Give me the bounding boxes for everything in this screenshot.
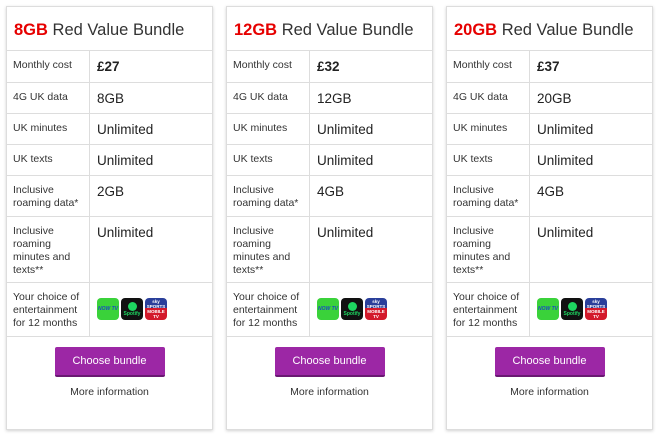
spec-value: 2GB: [97, 184, 125, 199]
spotify-logo[interactable]: Spotify: [341, 298, 363, 320]
spec-value: 20GB: [537, 91, 572, 106]
choose-bundle-button[interactable]: Choose bundle: [494, 347, 605, 377]
bundle-name: Red Value Bundle: [501, 21, 634, 39]
sky-sports-logo[interactable]: sky SPORTS MOBILE TV: [585, 298, 607, 320]
spec-row: Inclusive roaming minutes and texts** Unl…: [227, 217, 432, 283]
entertainment-logos: NOW TV Spotify sky SPORTS MOBILE TV: [97, 291, 212, 320]
bundle-card-8gb: 8GB Red Value Bundle Monthly cost £27 4G …: [6, 6, 213, 430]
spec-row: Inclusive roaming minutes and texts** Unl…: [447, 217, 652, 283]
bundle-size: 20GB: [454, 21, 498, 39]
more-information-link[interactable]: More information: [70, 386, 149, 398]
spec-value: £37: [537, 59, 560, 74]
spec-row: Inclusive roaming data* 4GB: [447, 176, 652, 217]
spec-value: 4GB: [317, 184, 345, 199]
spec-label: UK minutes: [227, 114, 310, 144]
spec-label: Inclusive roaming minutes and texts**: [227, 217, 310, 282]
spec-label: Your choice of entertainment for 12 mont…: [7, 283, 90, 336]
spec-row: Your choice of entertainment for 12 mont…: [227, 283, 432, 337]
choose-bundle-button[interactable]: Choose bundle: [54, 347, 165, 377]
spec-label: Inclusive roaming minutes and texts**: [7, 217, 90, 282]
spec-label: Your choice of entertainment for 12 mont…: [227, 283, 310, 336]
more-information-link[interactable]: More information: [510, 386, 589, 398]
spec-label: Inclusive roaming data*: [7, 176, 90, 216]
spec-value: Unlimited: [537, 122, 594, 137]
spec-value: Unlimited: [537, 225, 594, 240]
spec-label: Inclusive roaming data*: [227, 176, 310, 216]
bundle-size: 12GB: [234, 21, 278, 39]
spec-row: UK minutes Unlimited: [7, 114, 212, 145]
sky-sports-logo-text: sky SPORTS MOBILE TV: [146, 299, 166, 319]
spec-value: Unlimited: [317, 153, 374, 168]
spec-row: Monthly cost £37: [447, 51, 652, 83]
now-tv-logo-text: NOW TV: [318, 305, 338, 312]
spec-row: 4G UK data 20GB: [447, 83, 652, 114]
bundle-title: 20GB Red Value Bundle: [447, 7, 652, 51]
spec-label: Monthly cost: [227, 51, 310, 82]
more-information-link[interactable]: More information: [290, 386, 369, 398]
spec-value: Unlimited: [537, 153, 594, 168]
spotify-logo-text: Spotify: [563, 310, 581, 317]
sky-sports-logo-text: sky SPORTS MOBILE TV: [366, 299, 386, 319]
spec-label: UK texts: [227, 145, 310, 175]
now-tv-logo[interactable]: NOW TV: [537, 298, 559, 320]
sky-sports-logo[interactable]: sky SPORTS MOBILE TV: [145, 298, 167, 320]
spec-label: Inclusive roaming data*: [447, 176, 530, 216]
spec-value: Unlimited: [97, 225, 154, 240]
bundle-name: Red Value Bundle: [52, 21, 185, 39]
spec-value: 4GB: [537, 184, 565, 199]
spec-label: 4G UK data: [447, 83, 530, 113]
spec-value: Unlimited: [317, 225, 374, 240]
spec-value: 8GB: [97, 91, 125, 106]
spec-row: Your choice of entertainment for 12 mont…: [447, 283, 652, 337]
bundle-title: 8GB Red Value Bundle: [7, 7, 212, 51]
spotify-logo-text: Spotify: [123, 310, 141, 317]
entertainment-logos: NOW TV Spotify sky SPORTS MOBILE TV: [537, 291, 652, 320]
spotify-logo[interactable]: Spotify: [561, 298, 583, 320]
spotify-logo-text: Spotify: [343, 310, 361, 317]
spec-label: Your choice of entertainment for 12 mont…: [447, 283, 530, 336]
sky-sports-logo-text: sky SPORTS MOBILE TV: [586, 299, 606, 319]
spec-row: UK texts Unlimited: [447, 145, 652, 176]
sky-sports-logo[interactable]: sky SPORTS MOBILE TV: [365, 298, 387, 320]
spec-row: Inclusive roaming data* 2GB: [7, 176, 212, 217]
spec-value: Unlimited: [317, 122, 374, 137]
spec-row: Inclusive roaming data* 4GB: [227, 176, 432, 217]
entertainment-logos: NOW TV Spotify sky SPORTS MOBILE TV: [317, 291, 432, 320]
bundle-card-20gb: 20GB Red Value Bundle Monthly cost £37 4G…: [446, 6, 653, 430]
spec-label: Monthly cost: [7, 51, 90, 82]
spec-label: 4G UK data: [7, 83, 90, 113]
spec-row: UK texts Unlimited: [227, 145, 432, 176]
now-tv-logo[interactable]: NOW TV: [97, 298, 119, 320]
spec-row: Inclusive roaming minutes and texts** Unl…: [7, 217, 212, 283]
spec-label: UK texts: [7, 145, 90, 175]
spec-value: 12GB: [317, 91, 352, 106]
spec-label: Inclusive roaming minutes and texts**: [447, 217, 530, 282]
spec-label: UK texts: [447, 145, 530, 175]
spec-value: Unlimited: [97, 122, 154, 137]
choose-bundle-button[interactable]: Choose bundle: [274, 347, 385, 377]
spotify-logo[interactable]: Spotify: [121, 298, 143, 320]
spec-row: 4G UK data 8GB: [7, 83, 212, 114]
spec-label: UK minutes: [447, 114, 530, 144]
spec-value: £27: [97, 59, 120, 74]
spec-row: Monthly cost £32: [227, 51, 432, 83]
bundle-title: 12GB Red Value Bundle: [227, 7, 432, 51]
spec-value: Unlimited: [97, 153, 154, 168]
spec-label: Monthly cost: [447, 51, 530, 82]
spec-label: 4G UK data: [227, 83, 310, 113]
spec-row: 4G UK data 12GB: [227, 83, 432, 114]
spec-row: UK texts Unlimited: [7, 145, 212, 176]
spec-value: £32: [317, 59, 340, 74]
bundle-card-12gb: 12GB Red Value Bundle Monthly cost £32 4G…: [226, 6, 433, 430]
spec-row: UK minutes Unlimited: [227, 114, 432, 145]
spec-row: UK minutes Unlimited: [447, 114, 652, 145]
bundle-name: Red Value Bundle: [281, 21, 414, 39]
now-tv-logo[interactable]: NOW TV: [317, 298, 339, 320]
spec-row: Your choice of entertainment for 12 mont…: [7, 283, 212, 337]
spec-row: Monthly cost £27: [7, 51, 212, 83]
bundle-size: 8GB: [14, 21, 48, 39]
spec-label: UK minutes: [7, 114, 90, 144]
now-tv-logo-text: NOW TV: [98, 305, 118, 312]
now-tv-logo-text: NOW TV: [538, 305, 558, 312]
